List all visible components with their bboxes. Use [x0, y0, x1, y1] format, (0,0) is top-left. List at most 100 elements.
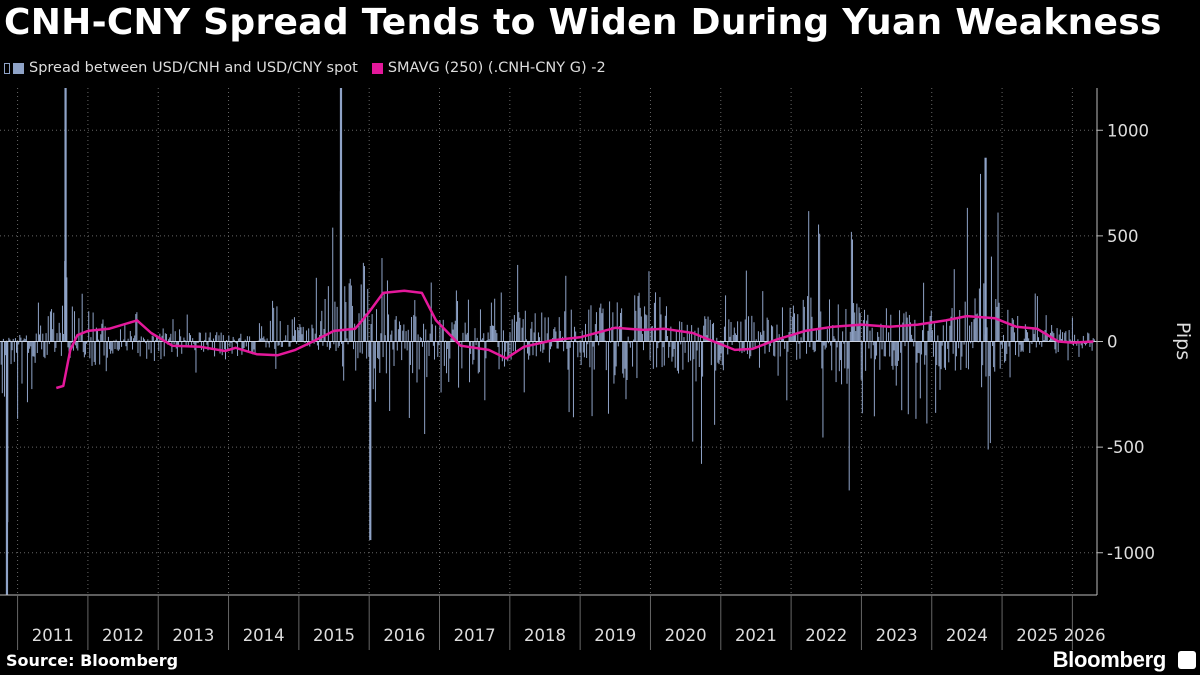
- spread-bar: [469, 341, 471, 383]
- spread-bar: [667, 336, 669, 342]
- spread-bar: [491, 325, 493, 342]
- spread-bar: [105, 341, 107, 372]
- spread-bar: [247, 341, 249, 352]
- spread-bar: [13, 341, 15, 362]
- spread-bar: [975, 314, 977, 342]
- spread-bar: [103, 341, 105, 356]
- spread-bar: [384, 335, 386, 342]
- spread-bar: [215, 335, 217, 342]
- spread-bar: [705, 318, 707, 342]
- spread-bar: [525, 339, 527, 342]
- spread-bar: [280, 341, 282, 347]
- spread-bar: [960, 341, 962, 370]
- spread-bar: [579, 341, 581, 352]
- spread-bar: [389, 341, 391, 411]
- chart-title: CNH-CNY Spread Tends to Widen During Yua…: [4, 2, 1162, 43]
- spread-bar: [632, 341, 634, 367]
- spread-bar: [98, 339, 100, 342]
- spread-bar: [90, 337, 92, 342]
- spread-bar: [91, 341, 93, 366]
- spread-bar: [427, 340, 429, 342]
- spread-bar: [885, 308, 887, 342]
- spread-bar: [209, 332, 211, 342]
- spread-bar: [466, 332, 468, 342]
- spread-bar: [235, 341, 237, 344]
- spread-bar: [704, 316, 706, 342]
- spread-bar: [1019, 341, 1021, 345]
- spread-bar: [814, 341, 816, 352]
- spread-bar: [1059, 329, 1061, 342]
- spread-bar: [243, 341, 245, 348]
- spread-bar: [318, 341, 320, 350]
- spread-bar: [509, 332, 511, 342]
- spread-bar: [878, 336, 880, 342]
- spread-bar: [388, 314, 390, 342]
- spread-bar: [40, 325, 42, 342]
- spread-bar: [126, 341, 128, 351]
- spread-bar: [971, 321, 973, 342]
- spread-bar: [1, 341, 3, 394]
- spread-bar: [555, 331, 557, 342]
- spread-bar: [41, 341, 43, 350]
- spread-bar: [700, 341, 702, 464]
- spread-bar-extreme: [984, 157, 987, 342]
- spread-bar: [725, 295, 727, 342]
- spread-bar: [8, 337, 10, 342]
- spread-bar: [327, 286, 329, 342]
- spread-bar: [242, 341, 244, 352]
- spread-bar: [808, 211, 810, 342]
- spread-bar: [710, 341, 712, 366]
- spread-bar: [1041, 341, 1043, 347]
- spread-bar: [895, 341, 897, 386]
- spread-bar: [180, 336, 182, 342]
- spread-bar: [284, 340, 286, 342]
- spread-bar: [827, 341, 829, 344]
- spread-bar: [649, 341, 651, 360]
- spread-bar: [944, 341, 946, 370]
- spread-bar: [488, 339, 490, 342]
- spread-bar: [718, 341, 720, 365]
- spread-bar: [267, 341, 269, 344]
- spread-bar: [269, 320, 271, 342]
- spread-bar: [521, 327, 523, 342]
- spread-bar: [922, 330, 924, 342]
- spread-bar: [601, 313, 603, 342]
- spread-bar: [949, 325, 951, 342]
- spread-bar: [16, 341, 18, 353]
- spread-bar: [655, 292, 657, 342]
- spread-bar: [350, 285, 352, 342]
- spread-bar: [459, 341, 461, 343]
- spread-bar: [160, 341, 162, 360]
- spread-bar: [81, 293, 83, 342]
- spread-bar: [771, 325, 773, 342]
- spread-bar: [425, 329, 427, 342]
- spread-bar: [862, 320, 864, 342]
- spread-bar: [793, 313, 795, 342]
- spread-bar: [61, 305, 63, 342]
- spread-bar: [406, 341, 408, 351]
- x-year-label: 2012: [102, 626, 144, 645]
- spread-bar: [442, 319, 444, 342]
- spread-bar: [881, 341, 883, 350]
- spread-bar: [923, 282, 925, 342]
- spread-bar: [232, 336, 234, 342]
- spread-bar: [1087, 332, 1089, 342]
- spread-bar: [622, 341, 624, 374]
- spread-bar: [531, 321, 533, 342]
- spread-bar: [295, 330, 297, 342]
- spread-bar: [125, 341, 127, 347]
- spread-bar: [431, 324, 433, 342]
- spread-bar: [412, 341, 414, 374]
- spread-bar: [151, 335, 153, 342]
- legend-item-spread: Spread between USD/CNH and USD/CNY spot: [4, 60, 358, 76]
- spread-bar: [671, 341, 673, 362]
- spread-bar: [1033, 333, 1035, 342]
- spread-bar: [448, 341, 450, 382]
- spread-bar: [1069, 339, 1071, 342]
- spread-bar: [172, 319, 174, 342]
- spread-bar: [638, 292, 640, 342]
- spread-bar: [658, 341, 660, 344]
- spread-bar: [516, 321, 518, 342]
- spread-bar: [115, 339, 117, 342]
- spread-bar: [198, 332, 200, 342]
